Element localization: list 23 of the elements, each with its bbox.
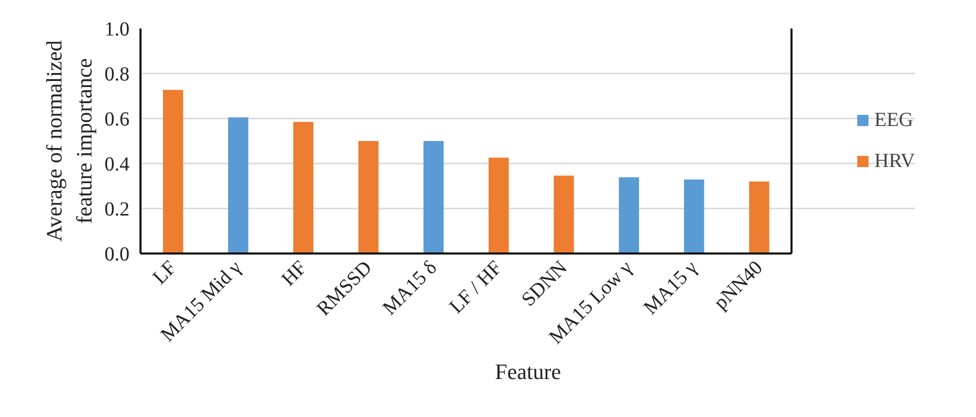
bar: [358, 141, 379, 254]
x-tick-label: LF: [148, 256, 181, 289]
bar: [293, 122, 314, 254]
y-tick-label: 0.2: [104, 198, 130, 220]
y-axis-title: Average of normalized feature importance: [42, 40, 96, 242]
x-tick-label: LF / HF: [445, 256, 506, 318]
x-axis-title: Feature: [495, 359, 561, 384]
bar: [618, 177, 640, 254]
y-tick-label: 0.8: [104, 64, 130, 86]
bar: [684, 179, 704, 254]
y-tick-label: 0.4: [104, 154, 130, 176]
bar: [228, 117, 248, 254]
bar: [423, 141, 444, 254]
y-tick-label: 0.0: [104, 244, 130, 266]
bar: [162, 90, 184, 254]
bar: [488, 158, 509, 254]
x-tick-label: HF: [277, 256, 312, 290]
legend-label: HRV: [874, 150, 915, 172]
y-tick-label: 1.0: [104, 18, 130, 40]
y-tick-label: 0.6: [104, 108, 130, 130]
bar: [749, 182, 770, 254]
bar: [554, 176, 574, 254]
legend-label: EEG: [874, 108, 914, 132]
